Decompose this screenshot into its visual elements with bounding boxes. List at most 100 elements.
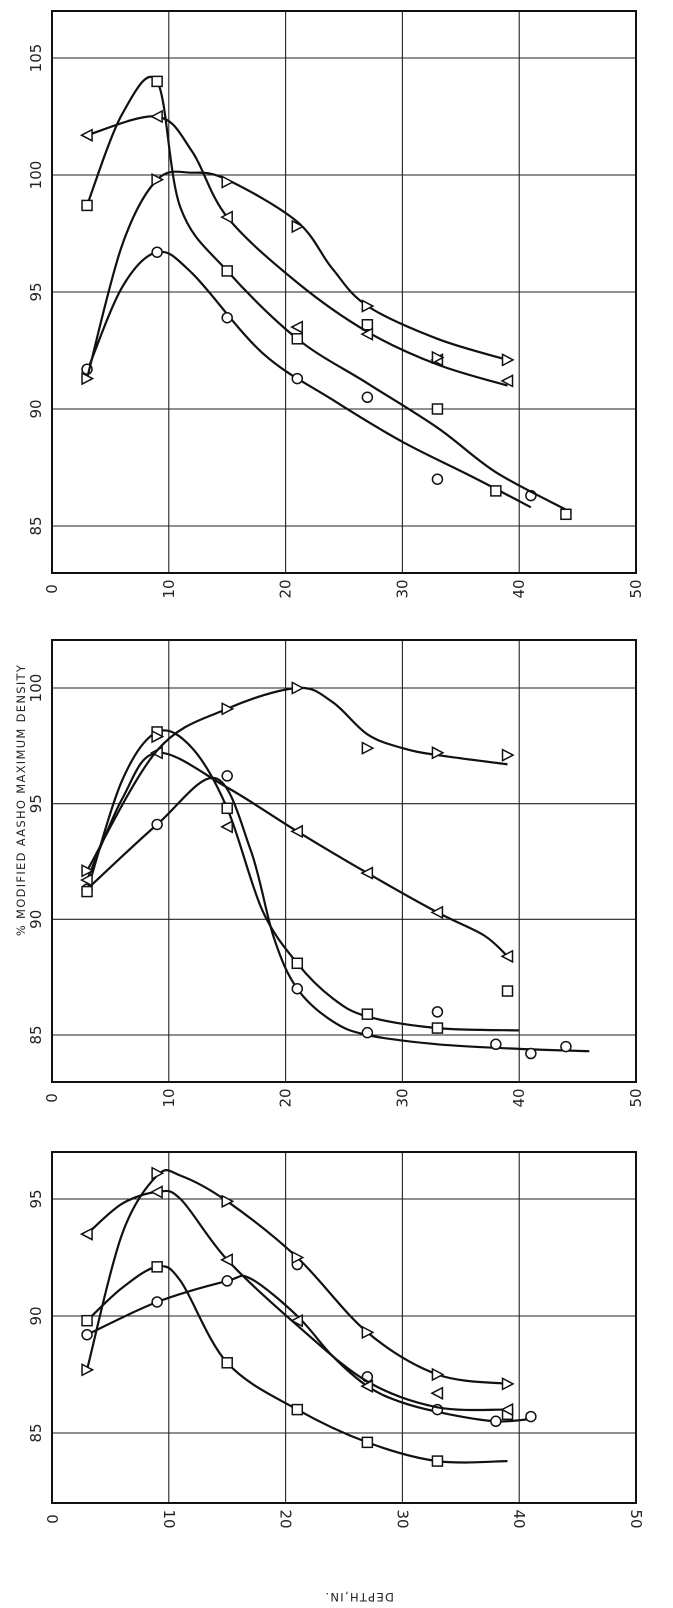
depth-tick-label: 10 (160, 1088, 178, 1107)
data-point-circle (361, 391, 374, 404)
depth-tick-label: 30 (393, 1509, 411, 1528)
series-circle (81, 770, 590, 1060)
density-tick-label: 95 (27, 282, 45, 301)
data-point-square (291, 957, 304, 970)
data-point-square (81, 199, 93, 212)
density-tick-label: 85 (27, 1423, 45, 1442)
data-point-circle (151, 1296, 163, 1308)
depth-tick-label: 20 (277, 1088, 295, 1107)
series-line-triangle-left (85, 751, 509, 958)
density-tick-label: 90 (27, 1306, 45, 1325)
data-point-square (291, 1403, 304, 1416)
data-point-triangle-right (431, 350, 445, 365)
data-point-circle (490, 1415, 502, 1428)
data-point-circle (291, 372, 304, 385)
density-tick-label: 100 (27, 674, 45, 703)
data-point-triangle-left (220, 1253, 233, 1267)
density-tick-label: 95 (27, 1189, 45, 1208)
data-point-triangle-right (361, 741, 375, 755)
data-point-square (431, 403, 444, 415)
data-point-square (221, 265, 233, 277)
series-line-circle (85, 250, 532, 509)
data-point-triangle-left (290, 320, 304, 334)
density-tick-label: 85 (27, 516, 45, 535)
plot-frame (51, 1151, 637, 1504)
data-point-circle (490, 1038, 502, 1051)
data-point-triangle-left (79, 1227, 93, 1241)
data-point-circle (221, 770, 233, 782)
plot-frame (51, 10, 637, 574)
density-tick-label: 90 (27, 910, 45, 929)
data-point-square (221, 1357, 233, 1369)
data-point-square (560, 508, 572, 521)
data-point-triangle-right (361, 299, 375, 313)
chart-panel-2: 0 10 20 30 40 50 85 90 95 100 (27, 639, 645, 1108)
data-point-triangle-left (290, 824, 304, 839)
data-point-circle (525, 1410, 537, 1423)
series-line-triangle-right (85, 1169, 508, 1385)
series-line-triangle-right (86, 686, 508, 872)
plot-frame (51, 639, 637, 1083)
series-square (81, 75, 572, 521)
depth-tick-label: 10 (160, 579, 178, 598)
data-point-circle (151, 818, 163, 831)
data-point-triangle-left (290, 1313, 304, 1328)
series-line-triangle-left (86, 115, 508, 387)
data-point-square (501, 985, 514, 997)
depth-tick-label: 40 (510, 1509, 528, 1528)
data-point-triangle-left (220, 820, 233, 834)
data-point-triangle-right (151, 729, 165, 744)
data-point-triangle-right (221, 702, 235, 716)
data-point-triangle-right (151, 172, 165, 187)
depth-tick-label: 0 (43, 1514, 61, 1524)
data-point-triangle-right (151, 1166, 165, 1180)
data-point-triangle-right (81, 1363, 95, 1377)
density-tick-label: 85 (27, 1025, 45, 1044)
data-point-triangle-right (501, 353, 515, 367)
series-line-triangle-left (86, 1189, 508, 1412)
data-point-triangle-left (360, 866, 374, 880)
x-axis-title: DEPTH,IN. (324, 1590, 394, 1604)
depth-tick-label: 40 (510, 1088, 528, 1107)
data-point-triangle-right (291, 681, 305, 695)
data-point-triangle-left (430, 1386, 444, 1400)
data-point-square (291, 333, 304, 345)
chart-panel-3: 0 10 20 30 40 50 85 90 95 (27, 1151, 645, 1529)
data-point-triangle-right (221, 1194, 235, 1209)
data-point-triangle-right (81, 371, 95, 386)
data-point-triangle-left (500, 1402, 514, 1417)
data-point-circle (431, 1006, 444, 1018)
data-point-circle (361, 1026, 374, 1039)
data-point-circle (560, 1040, 572, 1053)
depth-tick-label: 0 (43, 1093, 61, 1103)
depth-tick-label: 50 (627, 1088, 645, 1107)
series-triangle-left (79, 109, 514, 388)
data-point-triangle-right (501, 1377, 515, 1391)
data-point-triangle-left (360, 327, 374, 341)
series-circle (81, 246, 537, 509)
chart-panel-1: 0 10 20 30 40 50 85 90 95 100 105 (27, 10, 645, 599)
data-point-triangle-right (81, 864, 95, 878)
depth-tick-label: 50 (627, 579, 645, 598)
data-point-triangle-left (79, 128, 93, 142)
data-point-circle (291, 982, 304, 995)
data-point-triangle-left (500, 949, 514, 964)
data-point-triangle-left (360, 1379, 374, 1393)
data-point-triangle-left (150, 1185, 163, 1199)
depth-tick-label: 40 (510, 579, 528, 598)
series-line-square (85, 75, 567, 511)
depth-tick-label: 20 (277, 1509, 295, 1528)
data-point-triangle-right (291, 1250, 305, 1265)
series-square (81, 726, 520, 1034)
data-point-triangle-left (500, 374, 514, 388)
depth-tick-label: 30 (393, 1088, 411, 1107)
density-tick-label: 95 (27, 794, 45, 813)
data-point-square (151, 75, 163, 88)
depth-tick-label: 30 (393, 579, 411, 598)
data-point-square (490, 485, 502, 497)
depth-tick-label: 0 (43, 584, 61, 594)
depth-tick-label: 20 (277, 579, 295, 598)
data-point-square (361, 1436, 374, 1449)
